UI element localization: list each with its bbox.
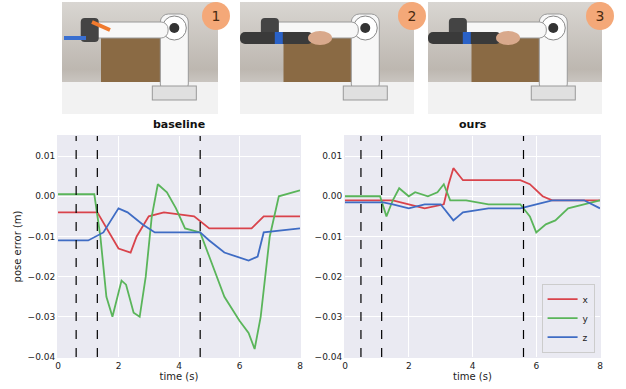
svg-text:8: 8: [297, 361, 303, 371]
svg-text:0.00: 0.00: [35, 191, 55, 201]
svg-text:2: 2: [116, 361, 122, 371]
svg-text:time (s): time (s): [453, 371, 492, 382]
svg-text:2: 2: [406, 361, 412, 371]
svg-text:0.01: 0.01: [35, 151, 55, 161]
svg-text:y: y: [583, 314, 589, 324]
svg-text:−0.03: −0.03: [315, 312, 343, 322]
svg-text:baseline: baseline: [153, 118, 205, 131]
svg-text:ours: ours: [459, 118, 487, 131]
svg-text:−0.03: −0.03: [28, 312, 56, 322]
svg-text:0: 0: [342, 361, 348, 371]
svg-text:−0.04: −0.04: [315, 352, 343, 362]
svg-text:−0.02: −0.02: [315, 272, 343, 282]
svg-text:0: 0: [55, 361, 61, 371]
svg-text:8: 8: [597, 361, 603, 371]
svg-text:x: x: [583, 295, 589, 305]
svg-text:time (s): time (s): [160, 371, 199, 382]
svg-text:1: 1: [212, 8, 221, 24]
svg-text:4: 4: [470, 361, 476, 371]
svg-text:4: 4: [176, 361, 182, 371]
svg-text:−0.02: −0.02: [28, 272, 56, 282]
svg-text:2: 2: [408, 8, 417, 24]
svg-text:6: 6: [237, 361, 243, 371]
svg-text:3: 3: [596, 8, 605, 24]
svg-text:0.00: 0.00: [322, 191, 342, 201]
svg-text:−0.04: −0.04: [28, 352, 56, 362]
svg-text:6: 6: [533, 361, 539, 371]
svg-text:pose error (m): pose error (m): [12, 210, 23, 282]
svg-text:z: z: [583, 333, 588, 343]
svg-text:−0.01: −0.01: [315, 232, 343, 242]
svg-text:−0.01: −0.01: [28, 232, 56, 242]
svg-text:0.01: 0.01: [322, 151, 342, 161]
